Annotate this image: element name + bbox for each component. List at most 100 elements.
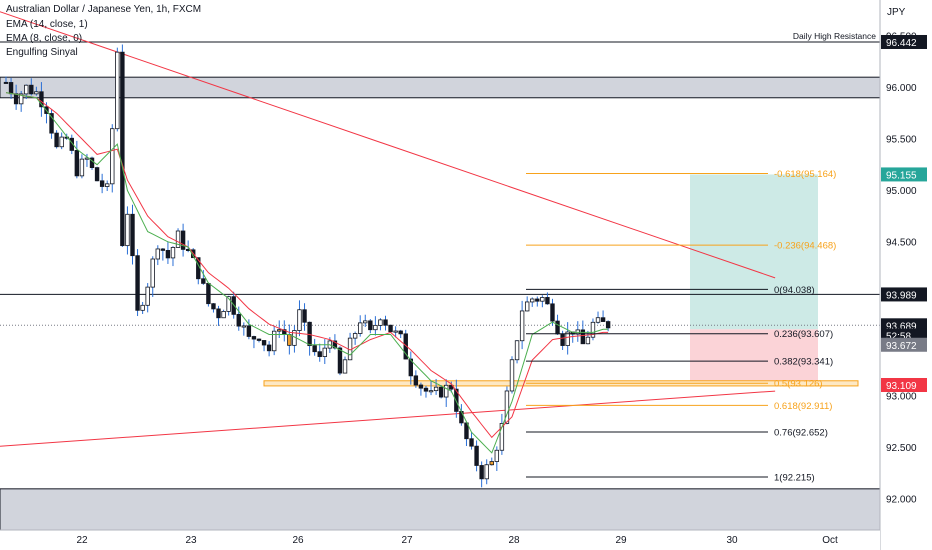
candle-body [580, 329, 586, 345]
fib-label: -0.236(94.468) [774, 241, 836, 252]
fib-label: -0.618(95.164) [774, 169, 836, 180]
candle-body [530, 298, 535, 303]
candle-body [105, 183, 110, 187]
ema14-line [5, 92, 609, 439]
candle-body [408, 358, 413, 377]
x-tick-label: 26 [292, 535, 304, 546]
candle-body [155, 248, 160, 260]
candle-body [342, 359, 348, 374]
horizontal-line-label: Daily High Resistance [793, 31, 876, 41]
candle-body [479, 465, 484, 480]
candle-body [125, 213, 130, 247]
fib-label: 0.5(93.126) [774, 379, 823, 390]
candle-body [261, 340, 267, 346]
indicator-engulfing[interactable]: Engulfing Sinyal [6, 47, 78, 58]
candle-body [368, 320, 373, 331]
candle-body [388, 324, 393, 333]
candle-body [29, 84, 34, 95]
candle-body [454, 388, 459, 412]
candle-body [499, 423, 505, 451]
candle-body [337, 347, 343, 374]
candle-body [514, 340, 520, 361]
grey-zone-0 [0, 76, 881, 99]
y-tick-label: 92.500 [886, 443, 917, 454]
candle-body [94, 167, 100, 182]
time-axis [0, 530, 880, 550]
y-tick-label: 94.500 [886, 237, 917, 248]
grey-zone-1 [0, 488, 881, 531]
price-label-text: 93.672 [886, 341, 917, 352]
candle-body [54, 132, 59, 148]
candle-body [357, 322, 363, 334]
candle-body [226, 296, 231, 312]
candle-body [433, 386, 439, 392]
price-axis [880, 0, 932, 550]
candle-body [287, 334, 292, 346]
candle-body [555, 320, 560, 335]
candle-body [363, 320, 368, 324]
candle-body [115, 51, 120, 130]
candle-body [428, 390, 434, 393]
indicator-ema14[interactable]: EMA (14, close, 1) [6, 19, 88, 30]
price-label-box [881, 287, 927, 302]
ema8-line [5, 92, 609, 454]
loss-zone [690, 329, 818, 385]
candle-body [383, 319, 388, 326]
candle-body [175, 230, 181, 248]
candle-body [246, 325, 252, 337]
trendline-0 [0, 11, 776, 279]
candle-body [605, 321, 611, 329]
price-label-text: 52:58 [886, 331, 911, 342]
candle-body [302, 309, 307, 323]
candle-body [211, 303, 216, 310]
candle-body [590, 321, 596, 338]
candle-body [201, 278, 206, 284]
candle-body [216, 308, 221, 319]
candle-body [165, 250, 171, 259]
price-label-text: 93.689 [886, 321, 917, 332]
candle-body [266, 344, 272, 352]
candle-body [550, 303, 555, 322]
candle-body [317, 351, 322, 357]
candle-body [79, 158, 85, 177]
candle-body [18, 93, 24, 105]
y-tick-label: 93.000 [886, 392, 917, 403]
price-label-box [881, 167, 927, 182]
candle-body [130, 213, 135, 257]
x-tick-label: Oct [822, 535, 838, 546]
indicator-ema8[interactable]: EMA (8, close, 0) [6, 33, 83, 44]
candle-body [34, 91, 39, 95]
candle-body [474, 445, 479, 466]
candle-body [535, 298, 540, 302]
candle-body [59, 136, 64, 148]
y-tick-label: 95.000 [886, 186, 917, 197]
candle-body [8, 82, 14, 95]
candle-body [99, 180, 105, 187]
currency-label: JPY [887, 7, 906, 18]
price-label-text: 95.155 [886, 170, 917, 181]
y-tick-label: 92.000 [886, 495, 917, 506]
candle-body [110, 128, 115, 185]
candle-body [585, 336, 591, 345]
candle-body [145, 286, 150, 306]
x-tick-label: 29 [615, 535, 627, 546]
fib-label: 0.76(92.652) [774, 428, 828, 439]
candle-body [524, 301, 530, 312]
candle-body [236, 313, 241, 327]
candle-body [504, 390, 510, 424]
candle-body [256, 338, 262, 341]
fib-label: 0.618(92.911) [774, 401, 832, 412]
candle-body [393, 330, 398, 333]
candle-body [24, 84, 29, 95]
candle-body [180, 230, 186, 250]
candle-body [418, 384, 424, 389]
candle-body [251, 336, 257, 340]
price-label-box [881, 337, 927, 352]
candle-body [352, 333, 358, 339]
candle-body [241, 325, 247, 328]
fib-label: 0.236(93.607) [774, 329, 833, 340]
candle-body [120, 51, 125, 247]
profit-zone [690, 174, 818, 330]
